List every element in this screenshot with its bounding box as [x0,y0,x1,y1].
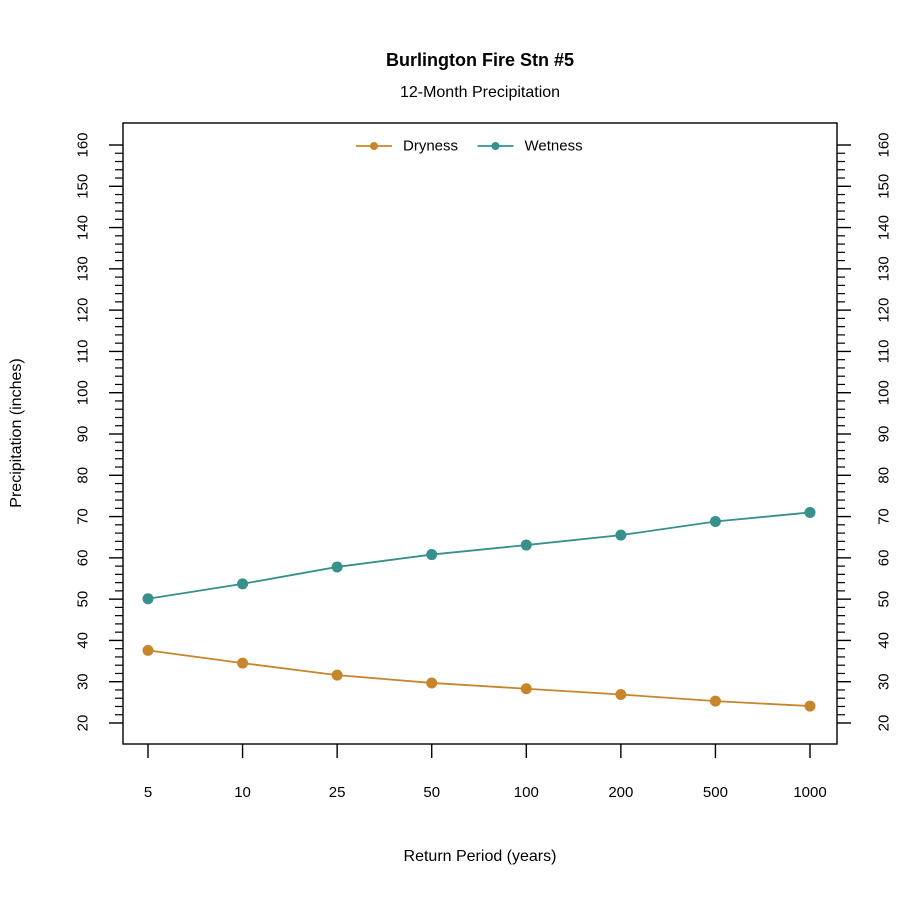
y-axis-tick-label: 80 [876,467,893,484]
data-point-dryness [520,683,532,695]
y-axis-tick-label: 60 [876,550,893,567]
legend-label-wetness: Wetness [525,138,583,155]
y-axis-tick-label: 160 [75,132,92,157]
data-point-wetness [237,578,249,590]
y-axis-right: 20 30 40 50 60 70 80 90 100 110 120 130 140 150 160 [837,132,893,731]
y-axis-tick-label: 90 [75,426,92,443]
x-axis-tick-label: 50 [423,784,440,801]
data-point-wetness [331,561,343,573]
data-point-dryness [709,695,721,707]
legend-marker-wetness [491,142,500,150]
chart-subtitle: 12-Month Precipitation [400,84,560,101]
x-axis: 5 10 25 50 100 200 500 1000 [144,744,827,801]
x-axis-tick-label: 100 [514,784,539,801]
y-axis-tick-label: 70 [75,508,92,525]
data-point-dryness [426,677,438,689]
y-axis-tick-label: 110 [876,339,893,363]
data-point-dryness [615,689,627,701]
x-axis-tick-label: 25 [329,784,346,801]
data-point-dryness [237,657,249,669]
data-point-dryness [331,669,343,681]
series-line-wetness [147,511,811,600]
y-axis-tick-label: 130 [75,256,92,281]
y-axis-tick-label: 160 [876,132,893,157]
y-axis-tick-label: 30 [75,673,92,690]
data-point-wetness [426,549,438,561]
y-axis-tick-label: 80 [75,467,92,484]
data-series [142,506,816,712]
data-point-wetness [520,539,532,551]
x-axis-tick-label: 1000 [793,784,826,801]
legend-marker-dryness [370,142,378,150]
data-point-wetness [615,529,627,541]
data-point-dryness [804,700,816,712]
x-axis-tick-label: 5 [144,784,152,801]
y-axis-tick-label: 130 [876,256,893,281]
y-axis-tick-label: 60 [75,550,92,567]
y-axis-tick-label: 140 [876,215,893,240]
x-axis-tick-label: 200 [608,784,633,801]
x-axis-tick-label: 10 [234,784,251,801]
y-axis-tick-label: 90 [876,426,893,443]
y-axis-tick-label: 150 [876,174,893,199]
y-axis-tick-label: 40 [75,632,92,649]
chart-title: Burlington Fire Stn #5 [386,50,574,70]
y-axis-tick-label: 110 [75,339,92,363]
plot-box [122,122,838,745]
y-axis-tick-label: 140 [75,215,92,240]
legend-label-dryness: Dryness [403,138,458,155]
data-point-wetness [142,593,154,605]
data-point-dryness [142,644,154,656]
y-axis-tick-label: 120 [75,298,92,323]
y-axis-tick-label: 120 [876,298,893,323]
y-axis-tick-label: 50 [876,591,893,608]
data-point-wetness [709,516,721,528]
y-axis-tick-label: 70 [876,508,893,525]
y-axis-tick-label: 50 [75,591,92,608]
y-axis-tick-label: 20 [876,715,893,732]
y-axis-tick-label: 100 [876,380,893,405]
y-axis-tick-label: 100 [75,380,92,405]
legend: Dryness Wetness [356,138,583,155]
y-axis-left: 20 30 40 50 60 70 80 90 100 110 120 130 140 150 160 [75,132,123,732]
y-axis-title: Precipitation (inches) [8,358,25,507]
y-axis-tick-label: 20 [75,715,92,732]
y-axis-tick-label: 150 [75,174,92,199]
data-point-wetness [804,506,816,518]
x-axis-tick-label: 500 [703,784,728,801]
y-axis-tick-label: 30 [876,673,893,690]
series-line-dryness [147,649,811,707]
x-axis-title: Return Period (years) [404,848,557,865]
y-axis-tick-label: 40 [876,632,893,649]
